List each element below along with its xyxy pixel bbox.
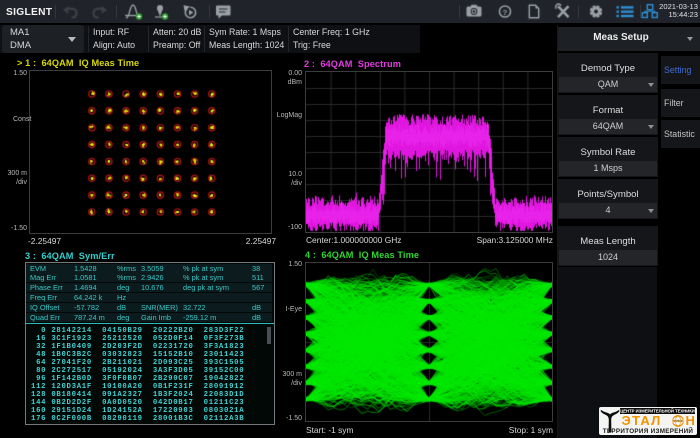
- svg-text:ПРИБОР: ПРИБОР: [673, 420, 684, 423]
